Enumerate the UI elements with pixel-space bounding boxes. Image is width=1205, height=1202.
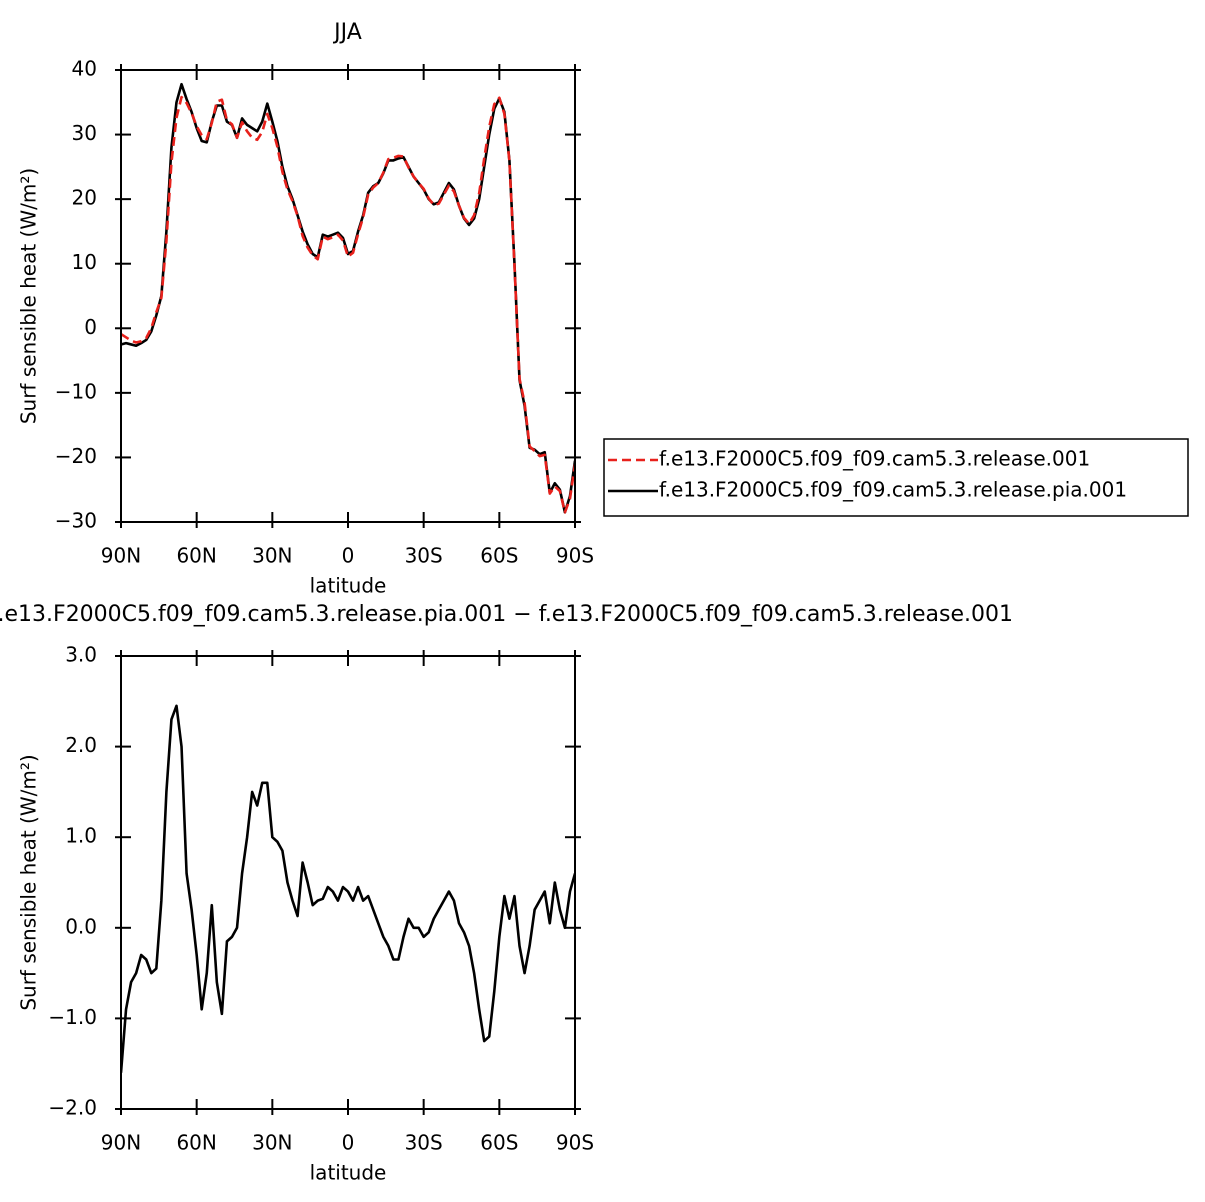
legend-label: f.e13.F2000C5.f09_f09.cam5.3.release.001 [659,447,1090,471]
x-tick-label: 30S [405,544,443,568]
x-tick-label: 0 [342,1131,355,1155]
x-tick-label: 90S [556,1131,594,1155]
y-tick-label: −2.0 [48,1096,97,1120]
x-tick-label: 90N [101,1131,141,1155]
y-tick-label: −20 [55,444,97,468]
x-tick-label: 0 [342,544,355,568]
data-line [121,95,575,514]
chart-title: JJA [332,20,362,45]
x-tick-label: 90S [556,544,594,568]
data-line [121,82,575,514]
y-tick-label: 1.0 [65,824,97,848]
y-tick-label: 3.0 [65,643,97,667]
chart-title: f.e13.F2000C5.f09_f09.cam5.3.release.pia… [0,602,1013,627]
y-tick-label: 40 [72,57,97,81]
legend-label: f.e13.F2000C5.f09_f09.cam5.3.release.pia… [659,478,1127,502]
legend-box [603,438,1189,517]
y-axis-label: Surf sensible heat (W/m²) [17,754,41,1010]
y-tick-label: −1.0 [48,1005,97,1029]
x-tick-label: 60N [176,544,216,568]
y-axis-label: Surf sensible heat (W/m²) [17,168,41,424]
y-tick-label: −10 [55,379,97,403]
data-line [121,704,575,1073]
y-tick-label: −30 [55,509,97,533]
y-tick-label: 20 [72,186,97,210]
x-axis-label: latitude [310,574,387,598]
y-tick-label: 0 [84,315,97,339]
x-tick-label: 30N [252,544,292,568]
x-axis-label: latitude [310,1161,387,1185]
x-tick-label: 30N [252,1131,292,1155]
x-tick-label: 90N [101,544,141,568]
x-tick-label: 60N [176,1131,216,1155]
y-tick-label: 10 [72,250,97,274]
y-tick-label: 0.0 [65,914,97,938]
x-tick-label: 60S [480,544,518,568]
y-tick-label: 30 [72,121,97,145]
x-tick-label: 60S [480,1131,518,1155]
x-tick-label: 30S [405,1131,443,1155]
y-tick-label: 2.0 [65,733,97,757]
